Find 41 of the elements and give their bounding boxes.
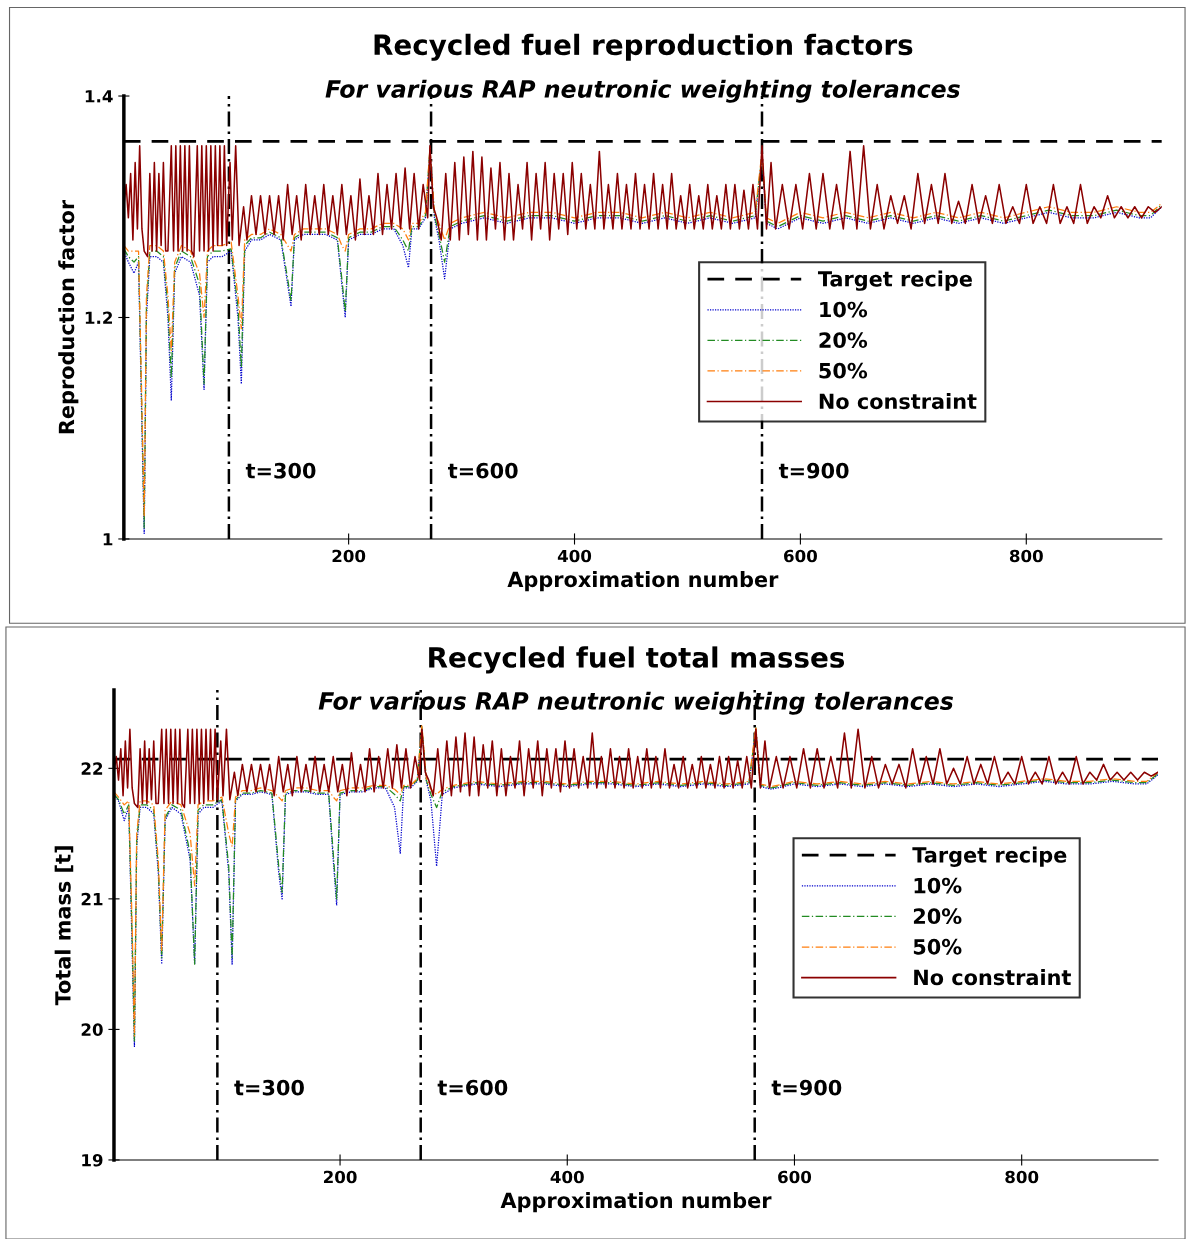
legend-label: Target recipe <box>912 846 1067 867</box>
legend-label: 10% <box>820 301 868 318</box>
line-series <box>113 728 1159 809</box>
legend-label: 10% <box>914 877 962 894</box>
x-tick-label: 800 <box>1009 549 1043 563</box>
annotation: t=600 <box>437 1079 508 1096</box>
y-tick-label: 20 <box>81 1023 103 1036</box>
annotation: t=900 <box>778 462 849 479</box>
legend-label: 50% <box>819 362 868 379</box>
legend-label: 20% <box>913 908 962 925</box>
legend-label: No constraint <box>819 393 977 410</box>
x-tick-label: 400 <box>550 1170 584 1184</box>
legend-label: 20% <box>819 332 868 348</box>
y-tick-label: 21 <box>81 892 103 906</box>
legend-label: Target recipe <box>817 270 972 291</box>
annotation: t=300 <box>234 1079 304 1096</box>
x-tick-label: 200 <box>323 1170 357 1184</box>
y-tick-label: 1.2 <box>85 311 112 324</box>
chart-subtitle: For various RAP neutronic weighting tolerances <box>318 691 953 715</box>
chart-title: Recycled fuel reproduction factors <box>374 33 913 61</box>
y-tick-label: 1.4 <box>85 90 113 103</box>
x-axis-title: Approximation number <box>500 1192 772 1213</box>
x-tick-label: 600 <box>784 549 817 563</box>
x-tick-label: 400 <box>557 549 592 563</box>
x-tick-label: 800 <box>1005 1170 1039 1184</box>
annotation: t=600 <box>448 462 518 479</box>
y-tick-label: 19 <box>82 1153 103 1167</box>
annotation: t=900 <box>771 1079 842 1096</box>
x-axis-title: Approximation number <box>507 571 779 592</box>
x-tick-label: 600 <box>778 1170 812 1184</box>
y-axis-title: Total mass [t] <box>54 846 74 1006</box>
legend-label: 50% <box>913 938 962 955</box>
annotation: t=300 <box>245 462 316 479</box>
y-tick-label: 1 <box>103 533 113 546</box>
chart-subtitle: For various RAP neutronic weighting tolerances <box>325 79 960 103</box>
x-tick-label: 200 <box>332 549 366 563</box>
line-series <box>123 145 1162 258</box>
chart-title: Recycled fuel total masses <box>429 646 845 674</box>
y-tick-label: 22 <box>81 762 103 775</box>
y-axis-title: Reproduction factor <box>58 199 79 434</box>
legend-label: No constraint <box>914 969 1071 986</box>
